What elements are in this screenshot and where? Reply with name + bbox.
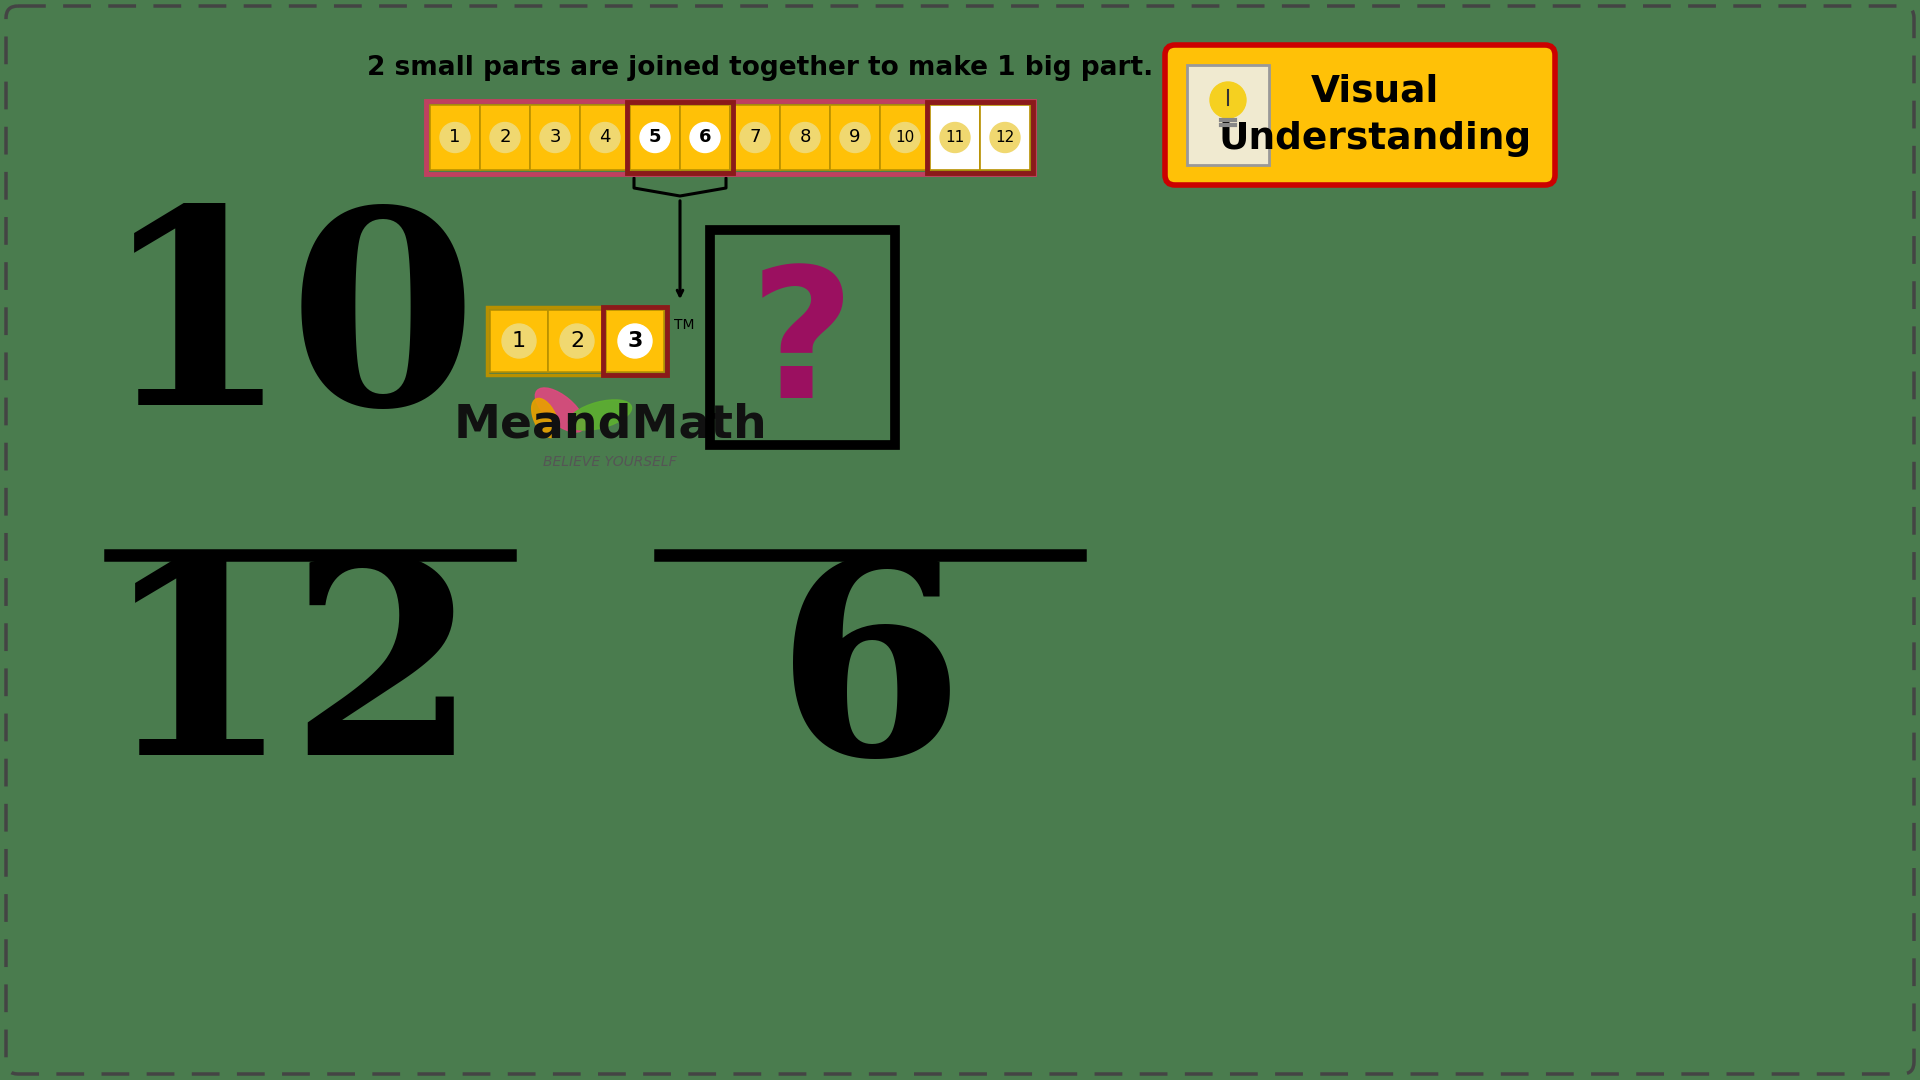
Ellipse shape [568, 400, 632, 430]
Text: 2: 2 [499, 129, 511, 147]
Bar [879, 105, 929, 170]
Bar [490, 310, 547, 372]
Circle shape [540, 122, 570, 152]
Bar [710, 230, 895, 445]
Text: BELIEVE YOURSELF: BELIEVE YOURSELF [543, 455, 678, 469]
Circle shape [941, 122, 970, 152]
Text: 10: 10 [895, 130, 914, 145]
Bar [607, 310, 664, 372]
Circle shape [891, 122, 920, 152]
Circle shape [1210, 82, 1246, 118]
Text: 12: 12 [102, 548, 478, 812]
Text: 2 small parts are joined together to make 1 big part.: 2 small parts are joined together to mak… [367, 55, 1154, 81]
Circle shape [991, 122, 1020, 152]
Bar [603, 307, 666, 375]
Text: 6: 6 [699, 129, 710, 147]
Text: 2: 2 [570, 330, 584, 351]
Text: 3: 3 [549, 129, 561, 147]
Bar [927, 102, 1033, 173]
Circle shape [618, 324, 653, 357]
Bar [488, 307, 666, 375]
Text: 5: 5 [649, 129, 660, 147]
Text: 7: 7 [749, 129, 760, 147]
Bar [480, 105, 530, 170]
Text: 4: 4 [599, 129, 611, 147]
Bar [979, 105, 1029, 170]
Text: 10: 10 [102, 198, 478, 462]
Circle shape [789, 122, 820, 152]
Bar [780, 105, 829, 170]
Text: 3: 3 [628, 330, 643, 351]
Text: 11: 11 [945, 130, 964, 145]
Circle shape [501, 324, 536, 357]
Bar [547, 310, 607, 372]
Text: 6: 6 [776, 548, 964, 812]
Bar [580, 105, 630, 170]
Text: Visual
Understanding: Visual Understanding [1219, 73, 1532, 157]
Text: MeandMath: MeandMath [453, 403, 766, 447]
Bar [929, 105, 979, 170]
Text: ?: ? [751, 259, 854, 435]
Circle shape [639, 122, 670, 152]
Circle shape [689, 122, 720, 152]
Text: 12: 12 [995, 130, 1014, 145]
Text: 1: 1 [513, 330, 526, 351]
Text: 9: 9 [849, 129, 860, 147]
Circle shape [739, 122, 770, 152]
Bar [430, 105, 480, 170]
Text: 1: 1 [449, 129, 461, 147]
Circle shape [561, 324, 593, 357]
Text: TM: TM [674, 318, 695, 332]
Text: 8: 8 [799, 129, 810, 147]
Ellipse shape [532, 399, 559, 437]
Circle shape [440, 122, 470, 152]
Bar [730, 105, 780, 170]
Circle shape [490, 122, 520, 152]
Bar [426, 102, 1035, 174]
Circle shape [841, 122, 870, 152]
Bar [829, 105, 879, 170]
Bar [530, 105, 580, 170]
Bar [1187, 65, 1269, 165]
Ellipse shape [536, 388, 586, 432]
Bar [630, 105, 680, 170]
FancyBboxPatch shape [1165, 45, 1555, 185]
Bar [680, 105, 730, 170]
Circle shape [589, 122, 620, 152]
Bar [628, 102, 733, 173]
